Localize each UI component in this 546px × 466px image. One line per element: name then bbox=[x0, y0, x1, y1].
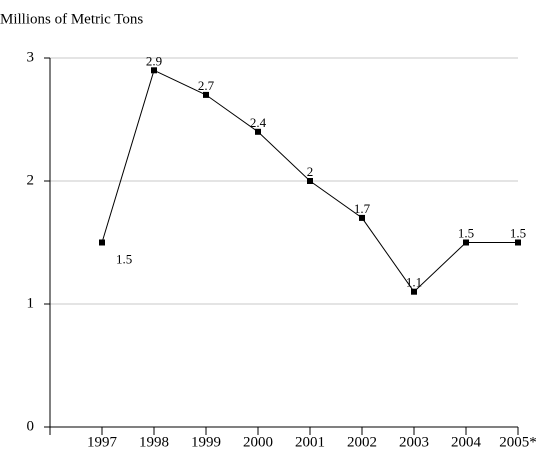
x-tick-label: 2005* bbox=[499, 434, 537, 450]
y-axis-label: Millions of Metric Tons bbox=[0, 11, 143, 27]
marker bbox=[99, 239, 105, 246]
data-label: 1.5 bbox=[116, 251, 132, 266]
marker bbox=[203, 91, 209, 98]
x-tick-label: 2002 bbox=[347, 434, 377, 450]
marker bbox=[307, 178, 313, 184]
x-tick-label: 1999 bbox=[191, 434, 221, 450]
x-tick-label: 1998 bbox=[139, 434, 169, 450]
y-tick-label: 2 bbox=[27, 172, 35, 188]
marker bbox=[255, 128, 261, 135]
x-tick-label: 2003 bbox=[399, 434, 429, 450]
marker bbox=[515, 239, 521, 246]
data-label: 2.7 bbox=[198, 78, 215, 93]
data-label: 1.1 bbox=[406, 275, 422, 290]
x-tick-label: 2000 bbox=[243, 434, 273, 450]
marker bbox=[359, 214, 365, 221]
x-tick-label: 1997 bbox=[87, 434, 118, 450]
marker bbox=[463, 239, 469, 246]
data-label: 2.4 bbox=[250, 115, 267, 130]
marker bbox=[151, 67, 157, 74]
data-label: 2.9 bbox=[146, 53, 162, 68]
y-tick-label: 3 bbox=[27, 49, 35, 65]
data-label: 1.5 bbox=[510, 225, 526, 240]
x-tick-label: 2001 bbox=[295, 434, 325, 450]
x-tick-label: 2004 bbox=[451, 434, 482, 450]
y-tick-label: 1 bbox=[27, 295, 35, 311]
marker bbox=[411, 288, 417, 295]
data-label: 2 bbox=[307, 164, 314, 179]
data-label: 1.7 bbox=[354, 201, 371, 216]
data-label: 1.5 bbox=[458, 225, 474, 240]
y-tick-label: 0 bbox=[27, 418, 35, 434]
